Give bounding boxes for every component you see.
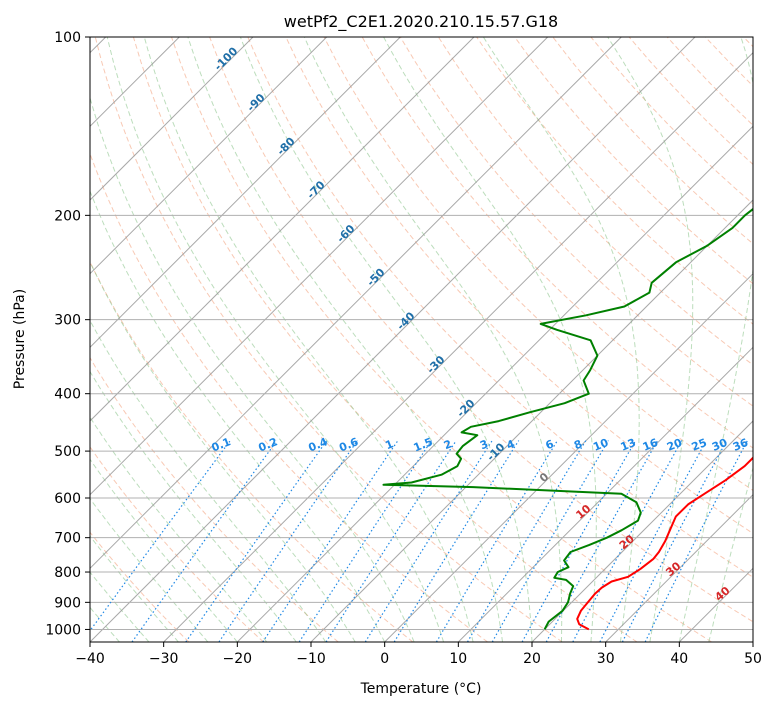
x-tick-label: 20	[523, 651, 541, 667]
x-tick-label: 10	[449, 651, 467, 667]
y-tick-label: 800	[54, 565, 81, 581]
x-tick-label: −20	[223, 651, 253, 667]
x-tick-label: −40	[75, 651, 105, 667]
y-tick-label: 400	[54, 387, 81, 403]
x-tick-label: 50	[744, 651, 762, 667]
x-tick-label: 40	[670, 651, 688, 667]
y-tick-label: 900	[54, 595, 81, 611]
y-tick-label: 700	[54, 531, 81, 547]
x-axis-label: Temperature (°C)	[360, 681, 482, 697]
y-tick-label: 100	[54, 30, 81, 46]
y-tick-label: 300	[54, 313, 81, 329]
x-tick-label: 30	[597, 651, 615, 667]
chart-title: wetPf2_C2E1.2020.210.15.57.G18	[284, 12, 558, 32]
y-tick-label: 1000	[45, 622, 81, 638]
y-axis-label: Pressure (hPa)	[12, 289, 28, 389]
y-tick-label: 600	[54, 491, 81, 507]
x-tick-label: −30	[149, 651, 179, 667]
y-tick-label: 500	[54, 444, 81, 460]
x-tick-label: −10	[296, 651, 326, 667]
y-tick-label: 200	[54, 208, 81, 224]
x-tick-label: 0	[380, 651, 389, 667]
